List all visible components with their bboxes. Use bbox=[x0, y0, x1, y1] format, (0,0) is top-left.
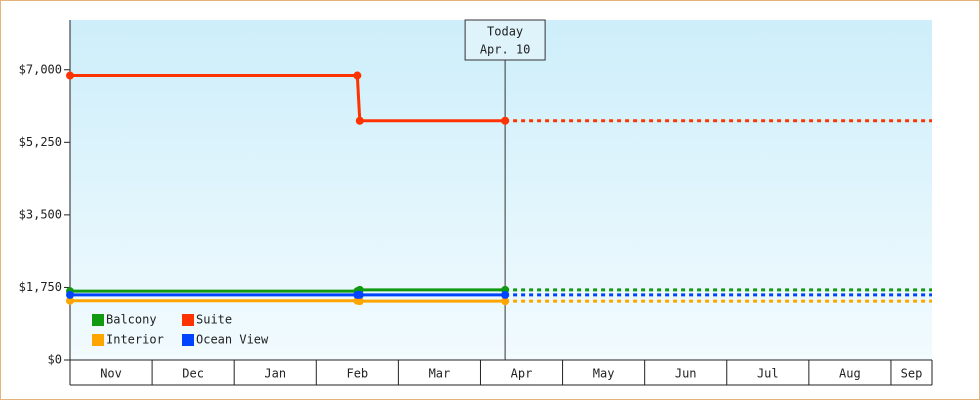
legend-label: Ocean View bbox=[196, 333, 269, 347]
y-tick-label: $3,500 bbox=[19, 207, 62, 221]
y-tick-label: $5,250 bbox=[19, 135, 62, 149]
today-label: Apr. 10 bbox=[480, 43, 531, 57]
point bbox=[353, 71, 362, 80]
point bbox=[501, 297, 510, 306]
x-tick-label: Mar bbox=[429, 367, 451, 381]
today-label: Today bbox=[487, 25, 523, 39]
legend-swatch bbox=[182, 334, 194, 346]
x-tick-label: May bbox=[593, 367, 615, 381]
x-tick-label: Sep bbox=[901, 367, 923, 381]
x-tick-label: Feb bbox=[346, 367, 368, 381]
y-tick-label: $1,750 bbox=[19, 280, 62, 294]
point bbox=[355, 116, 364, 125]
legend-swatch bbox=[182, 314, 194, 326]
y-tick-label: $7,000 bbox=[19, 62, 62, 76]
point bbox=[66, 71, 74, 80]
point bbox=[355, 297, 364, 306]
x-tick-label: Nov bbox=[100, 367, 122, 381]
x-tick-label: Aug bbox=[839, 367, 861, 381]
x-tick-label: Apr bbox=[511, 367, 533, 381]
point bbox=[66, 290, 74, 299]
legend-swatch bbox=[92, 334, 104, 346]
point bbox=[66, 296, 74, 305]
y-tick-label: $0 bbox=[48, 353, 62, 367]
legend-label: Balcony bbox=[106, 313, 157, 327]
plot-area bbox=[70, 20, 932, 360]
x-tick-label: Dec bbox=[182, 367, 204, 381]
point bbox=[355, 290, 364, 299]
today-box bbox=[464, 19, 546, 61]
series-line bbox=[70, 288, 506, 293]
legend-label: Suite bbox=[196, 313, 232, 327]
x-tick-label: Jul bbox=[757, 367, 779, 381]
x-tick-label: Jan bbox=[264, 367, 286, 381]
point bbox=[501, 290, 510, 299]
x-tick-label: Jun bbox=[675, 367, 697, 381]
series-line bbox=[70, 74, 506, 123]
legend-label: Interior bbox=[106, 333, 164, 347]
legend-swatch bbox=[92, 314, 104, 326]
point bbox=[501, 116, 510, 125]
